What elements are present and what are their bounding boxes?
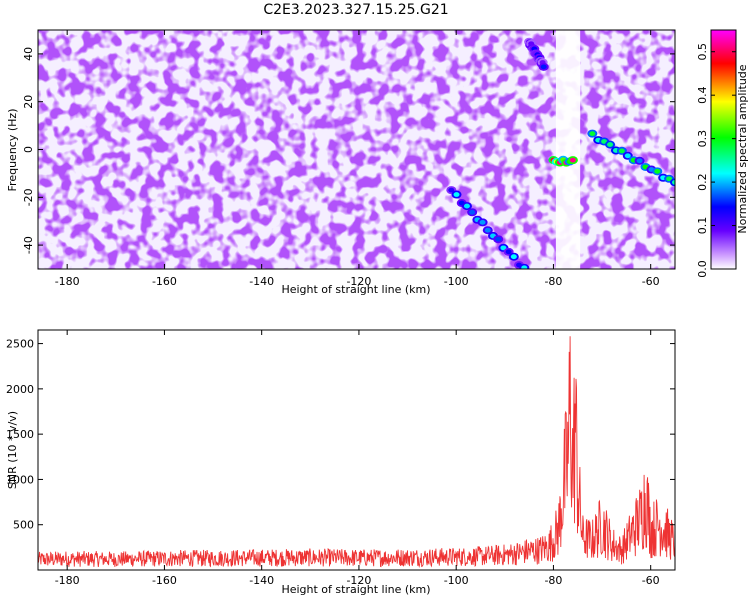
y-tick-label: 40 bbox=[22, 47, 35, 61]
feature-blob bbox=[495, 236, 502, 242]
feature-blob bbox=[569, 157, 576, 163]
x-tick-label: -160 bbox=[152, 574, 177, 587]
y-tick-label: -40 bbox=[22, 236, 35, 254]
colorbar-tick-label: 0.0 bbox=[696, 260, 709, 278]
colorbar: 0.0 0.1 0.2 0.3 0.4 0.5 Normalized spectral a… bbox=[696, 29, 749, 278]
feature-blob bbox=[636, 158, 643, 164]
feature-blob bbox=[624, 153, 631, 159]
feature-blob bbox=[505, 249, 512, 255]
feature-blob bbox=[607, 142, 614, 147]
x-tick-label: -140 bbox=[249, 574, 274, 587]
y-tick-label: 2500 bbox=[6, 338, 34, 351]
y-tick-label: 1500 bbox=[6, 428, 34, 441]
chart-title: C2E3.2023.327.15.25.G21 bbox=[263, 2, 448, 18]
snr-series-line bbox=[38, 336, 675, 569]
feature-blob bbox=[521, 265, 528, 269]
feature-blob bbox=[589, 131, 596, 137]
x-tick-label: -60 bbox=[642, 574, 660, 587]
spectrogram-x-label: Height of straight line (km) bbox=[281, 283, 430, 296]
colorbar-label: Normalized spectral amplitude bbox=[736, 64, 749, 233]
colorbar-tick-label: 0.2 bbox=[696, 173, 709, 191]
feature-blob bbox=[463, 203, 470, 209]
y-tick-label: 20 bbox=[22, 95, 35, 109]
colorbar-tick-label: 0.1 bbox=[696, 217, 709, 235]
x-tick-label: -160 bbox=[152, 275, 177, 288]
snr-x-ticks: -180 -160 -140 -120 -100 -80 -60 bbox=[55, 330, 660, 587]
snr-y-label: SNR (10 * v/v) bbox=[6, 411, 19, 489]
feature-blob bbox=[601, 139, 608, 144]
y-tick-label: 0 bbox=[22, 146, 35, 153]
feature-blob bbox=[666, 176, 673, 182]
snr-panel: -180 -160 -140 -120 -100 -80 -60 500 1000 1500 20… bbox=[6, 329, 676, 596]
feature-blob bbox=[500, 245, 507, 251]
spectrogram-features bbox=[446, 30, 675, 269]
y-tick-label: -20 bbox=[22, 188, 35, 206]
feature-blob bbox=[618, 148, 625, 154]
colorbar-tick-label: 0.5 bbox=[696, 43, 709, 61]
y-tick-label: 500 bbox=[13, 519, 34, 532]
x-tick-label: -80 bbox=[544, 275, 562, 288]
snr-y-ticks: 500 1000 1500 2000 2500 bbox=[6, 338, 675, 532]
x-tick-label: -80 bbox=[544, 574, 562, 587]
feature-blob bbox=[654, 168, 661, 174]
snr-x-label: Height of straight line (km) bbox=[281, 583, 430, 596]
spectrogram-panel: -180 -160 -140 -120 -100 -80 -60 -40 -20 0 20 40 H… bbox=[6, 29, 676, 296]
feature-blob bbox=[540, 64, 547, 70]
x-tick-label: -100 bbox=[444, 275, 469, 288]
x-tick-label: -140 bbox=[249, 275, 274, 288]
feature-blob bbox=[469, 209, 476, 215]
feature-blob bbox=[672, 179, 675, 185]
colorbar-tick-label: 0.4 bbox=[696, 86, 709, 104]
colorbar-gradient bbox=[711, 30, 736, 269]
feature-blob bbox=[448, 187, 455, 193]
x-tick-label: -120 bbox=[346, 275, 371, 288]
feature-blob bbox=[479, 219, 486, 225]
colorbar-frame bbox=[710, 29, 737, 270]
feature-blob bbox=[453, 192, 460, 197]
x-tick-label: -120 bbox=[346, 574, 371, 587]
x-tick-label: -180 bbox=[55, 275, 80, 288]
feature-blob bbox=[510, 254, 517, 260]
spectrogram-y-ticks: -40 -20 0 20 40 bbox=[22, 47, 675, 254]
x-tick-label: -180 bbox=[55, 574, 80, 587]
x-tick-label: -60 bbox=[642, 275, 660, 288]
colorbar-tick-label: 0.3 bbox=[696, 130, 709, 148]
spectrogram-y-label: Frequency (Hz) bbox=[6, 109, 19, 192]
blank-region bbox=[555, 30, 581, 269]
colorbar-ticks: 0.0 0.1 0.2 0.3 0.4 0.5 bbox=[696, 43, 736, 278]
feature-blob bbox=[484, 227, 491, 233]
spectrogram-x-ticks: -180 -160 -140 -120 -100 -80 -60 bbox=[55, 30, 660, 288]
y-tick-label: 2000 bbox=[6, 383, 34, 396]
x-tick-label: -100 bbox=[444, 574, 469, 587]
y-tick-label: 1000 bbox=[6, 473, 34, 486]
snr-frame bbox=[37, 329, 676, 571]
